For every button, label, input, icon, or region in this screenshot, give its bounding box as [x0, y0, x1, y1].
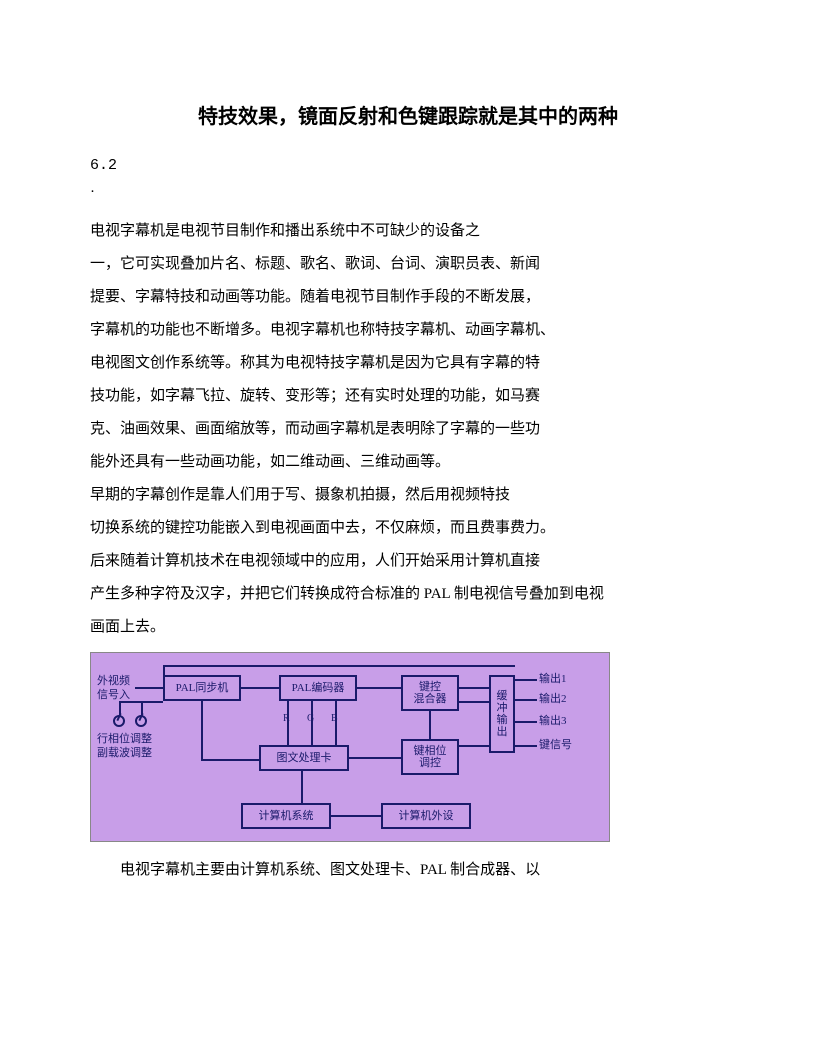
- paragraph-line: 早期的字幕创作是靠人们用于写、摄象机拍摄，然后用视频特技: [90, 479, 726, 512]
- box-buffer-out: 缓 冲 输 出: [489, 675, 515, 753]
- paragraph-line: 电视字幕机是电视节目制作和播出系统中不可缺少的设备之: [90, 215, 726, 248]
- block-diagram: 外视频 信号入 行相位调整 副载波调整 PAL同步机 PAL编码器 键控 混合器…: [90, 652, 610, 842]
- box-img-proc: 图文处理卡: [259, 745, 349, 771]
- paragraph-line: 能外还具有一些动画功能，如二维动画、三维动画等。: [90, 446, 726, 479]
- connector: [201, 759, 259, 761]
- connector: [201, 701, 203, 761]
- connector: [459, 687, 489, 689]
- connector: [301, 771, 303, 803]
- connector: [429, 711, 431, 739]
- frame-line: [163, 665, 165, 675]
- connector: [349, 757, 401, 759]
- connector: [119, 701, 121, 715]
- page-title: 特技效果，镜面反射和色键跟踪就是其中的两种: [90, 100, 726, 129]
- connector: [515, 699, 537, 701]
- connector: [135, 687, 163, 689]
- connector: [119, 701, 163, 703]
- box-key-mixer: 键控 混合器: [401, 675, 459, 711]
- label-phase-adj: 行相位调整: [97, 733, 152, 746]
- label-out1: 输出1: [539, 673, 567, 686]
- paragraph-post-diagram: 电视字幕机主要由计算机系统、图文处理卡、PAL 制合成器、以: [90, 854, 726, 887]
- connector: [335, 701, 337, 745]
- connector: [311, 701, 313, 745]
- knob-icon: [113, 715, 125, 727]
- box-key-phase: 键相位 调控: [401, 739, 459, 775]
- frame-line: [163, 665, 515, 667]
- connector: [287, 701, 289, 745]
- label-key-signal: 键信号: [539, 739, 572, 752]
- box-cpu: 计算机系统: [241, 803, 331, 829]
- label-subcarrier-adj: 副载波调整: [97, 747, 152, 760]
- box-peripherals: 计算机外设: [381, 803, 471, 829]
- paragraph-line: 技功能，如字幕飞拉、旋转、变形等；还有实时处理的功能，如马赛: [90, 380, 726, 413]
- dot-marker: ·: [90, 184, 726, 201]
- label-out3: 输出3: [539, 715, 567, 728]
- paragraph-line: 字幕机的功能也不断增多。电视字幕机也称特技字幕机、动画字幕机、: [90, 314, 726, 347]
- paragraph-line: 画面上去。: [90, 611, 726, 644]
- box-pal-sync: PAL同步机: [163, 675, 241, 701]
- paragraph-line: 电视图文创作系统等。称其为电视特技字幕机是因为它具有字幕的特: [90, 347, 726, 380]
- connector: [459, 701, 489, 703]
- block-diagram-container: 外视频 信号入 行相位调整 副载波调整 PAL同步机 PAL编码器 键控 混合器…: [90, 652, 726, 842]
- connector: [515, 721, 537, 723]
- connector: [141, 701, 143, 715]
- paragraph-line: 产生多种字符及汉字，并把它们转换成符合标准的 PAL 制电视信号叠加到电视: [90, 578, 726, 611]
- connector: [331, 815, 381, 817]
- paragraph-line: 提要、字幕特技和动画等功能。随着电视节目制作手段的不断发展，: [90, 281, 726, 314]
- paragraph-line: 切换系统的键控功能嵌入到电视画面中去，不仅麻烦，而且费事费力。: [90, 512, 726, 545]
- connector: [459, 745, 489, 747]
- box-pal-encoder: PAL编码器: [279, 675, 357, 701]
- paragraph-line: 克、油画效果、画面缩放等，而动画字幕机是表明除了字幕的一些功: [90, 413, 726, 446]
- label-out2: 输出2: [539, 693, 567, 706]
- knob-icon: [135, 715, 147, 727]
- connector: [357, 687, 401, 689]
- paragraph-line: 一，它可实现叠加片名、标题、歌名、歌词、台词、演职员表、新闻: [90, 248, 726, 281]
- connector: [515, 745, 537, 747]
- connector: [241, 687, 279, 689]
- connector: [515, 679, 537, 681]
- label-ext-video: 外视频: [97, 675, 130, 688]
- paragraph-line: 后来随着计算机技术在电视领域中的应用，人们开始采用计算机直接: [90, 545, 726, 578]
- section-number: 6.2: [90, 157, 726, 174]
